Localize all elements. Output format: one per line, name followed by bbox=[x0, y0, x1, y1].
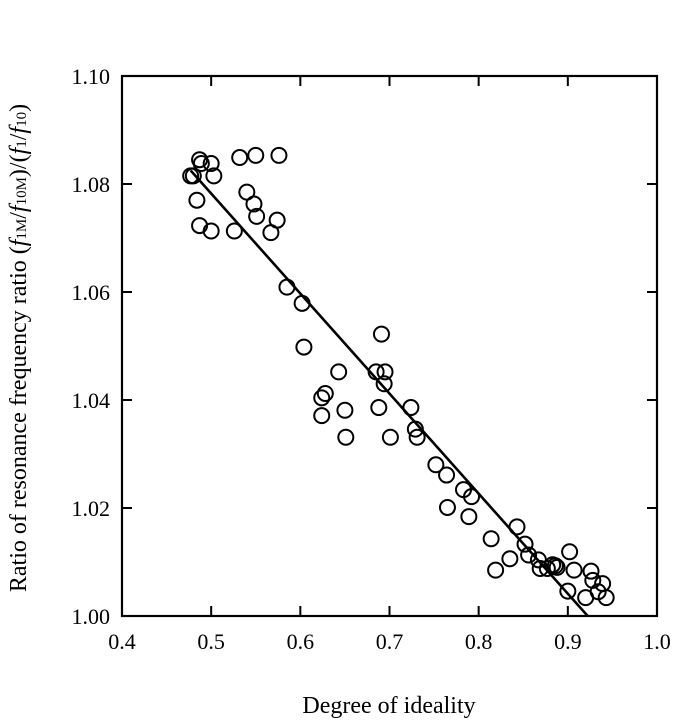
data-point bbox=[376, 363, 394, 381]
y-label-mid: )/( bbox=[6, 154, 32, 177]
data-point bbox=[336, 401, 354, 419]
data-point bbox=[370, 399, 388, 417]
x-tick-label: 1.0 bbox=[643, 629, 671, 654]
data-point bbox=[516, 535, 534, 553]
data-point bbox=[313, 407, 331, 425]
data-point bbox=[582, 562, 600, 580]
x-tick-label: 0.6 bbox=[287, 629, 315, 654]
data-point bbox=[460, 508, 478, 526]
y-tick-label: 1.00 bbox=[72, 604, 111, 629]
data-point bbox=[202, 222, 220, 240]
data-point bbox=[188, 191, 206, 209]
x-tick-label: 0.7 bbox=[376, 629, 404, 654]
y-label-slash-2: / bbox=[6, 133, 32, 140]
data-point bbox=[482, 530, 500, 548]
data-point bbox=[565, 561, 583, 579]
data-point bbox=[597, 589, 615, 607]
data-point bbox=[381, 428, 399, 446]
data-point bbox=[438, 498, 456, 516]
y-label-suffix: ) bbox=[6, 104, 32, 112]
y-label-f: f bbox=[6, 236, 32, 246]
x-tick-label: 0.9 bbox=[554, 629, 582, 654]
y-label-f-3: f bbox=[6, 144, 32, 154]
y-tick-label: 1.08 bbox=[72, 172, 111, 197]
data-point bbox=[231, 149, 249, 167]
y-tick-label: 1.02 bbox=[72, 496, 111, 521]
data-point bbox=[372, 325, 390, 343]
fit-line bbox=[189, 169, 590, 616]
ticks-layer: 0.4 0.5 0.6 0.7 0.8 0.9 1.0 1.00 1.02 1.04 1.06 1.0… bbox=[72, 64, 671, 654]
data-point bbox=[463, 488, 481, 506]
data-point bbox=[375, 375, 393, 393]
data-point bbox=[268, 211, 286, 229]
y-tick-label: 1.04 bbox=[72, 388, 111, 413]
x-tick-label: 0.8 bbox=[465, 629, 493, 654]
data-point bbox=[438, 466, 456, 484]
y-tick-label: 1.10 bbox=[72, 64, 111, 89]
y-label-sub-10M: 10M bbox=[14, 177, 30, 205]
data-point bbox=[561, 543, 579, 561]
y-label-f-4: f bbox=[6, 124, 32, 134]
data-point bbox=[184, 167, 202, 185]
y-label-prefix: Ratio of resonance frequency ratio ( bbox=[6, 246, 32, 592]
data-point bbox=[245, 195, 263, 213]
data-point bbox=[192, 154, 210, 172]
data-point bbox=[508, 518, 526, 536]
data-point bbox=[247, 146, 265, 164]
y-label-slash-1: / bbox=[6, 212, 32, 219]
data-point bbox=[559, 582, 577, 600]
data-point bbox=[293, 294, 311, 312]
data-point bbox=[487, 561, 505, 579]
data-point bbox=[367, 363, 385, 381]
data-point bbox=[248, 207, 266, 225]
y-tick-label: 1.06 bbox=[72, 280, 111, 305]
data-point bbox=[427, 456, 445, 474]
data-point bbox=[316, 385, 334, 403]
data-point bbox=[408, 428, 426, 446]
data-point bbox=[501, 550, 519, 568]
data-point bbox=[202, 154, 220, 172]
data-point bbox=[546, 557, 564, 575]
x-tick-label: 0.5 bbox=[197, 629, 225, 654]
data-point bbox=[520, 546, 538, 564]
data-point bbox=[313, 389, 331, 407]
data-point bbox=[270, 146, 288, 164]
y-label-sub-1: 1 bbox=[14, 140, 30, 148]
data-point bbox=[406, 420, 424, 438]
x-axis-label: Degree of ideality bbox=[302, 693, 475, 719]
data-point bbox=[225, 222, 243, 240]
y-label-f-2: f bbox=[6, 202, 32, 212]
data-point bbox=[205, 167, 223, 185]
plot-layer bbox=[182, 146, 615, 616]
data-point bbox=[295, 338, 313, 356]
data-point bbox=[337, 428, 355, 446]
x-tick-label: 0.4 bbox=[108, 629, 136, 654]
data-point bbox=[402, 399, 420, 417]
y-label-sub-1M: 1M bbox=[14, 219, 30, 240]
data-point bbox=[278, 278, 296, 296]
data-point bbox=[548, 558, 566, 576]
data-point bbox=[330, 363, 348, 381]
y-axis-label: Ratio of resonance frequency ratio (f1M/… bbox=[6, 104, 32, 592]
y-label-sub-10: 10 bbox=[14, 112, 30, 127]
